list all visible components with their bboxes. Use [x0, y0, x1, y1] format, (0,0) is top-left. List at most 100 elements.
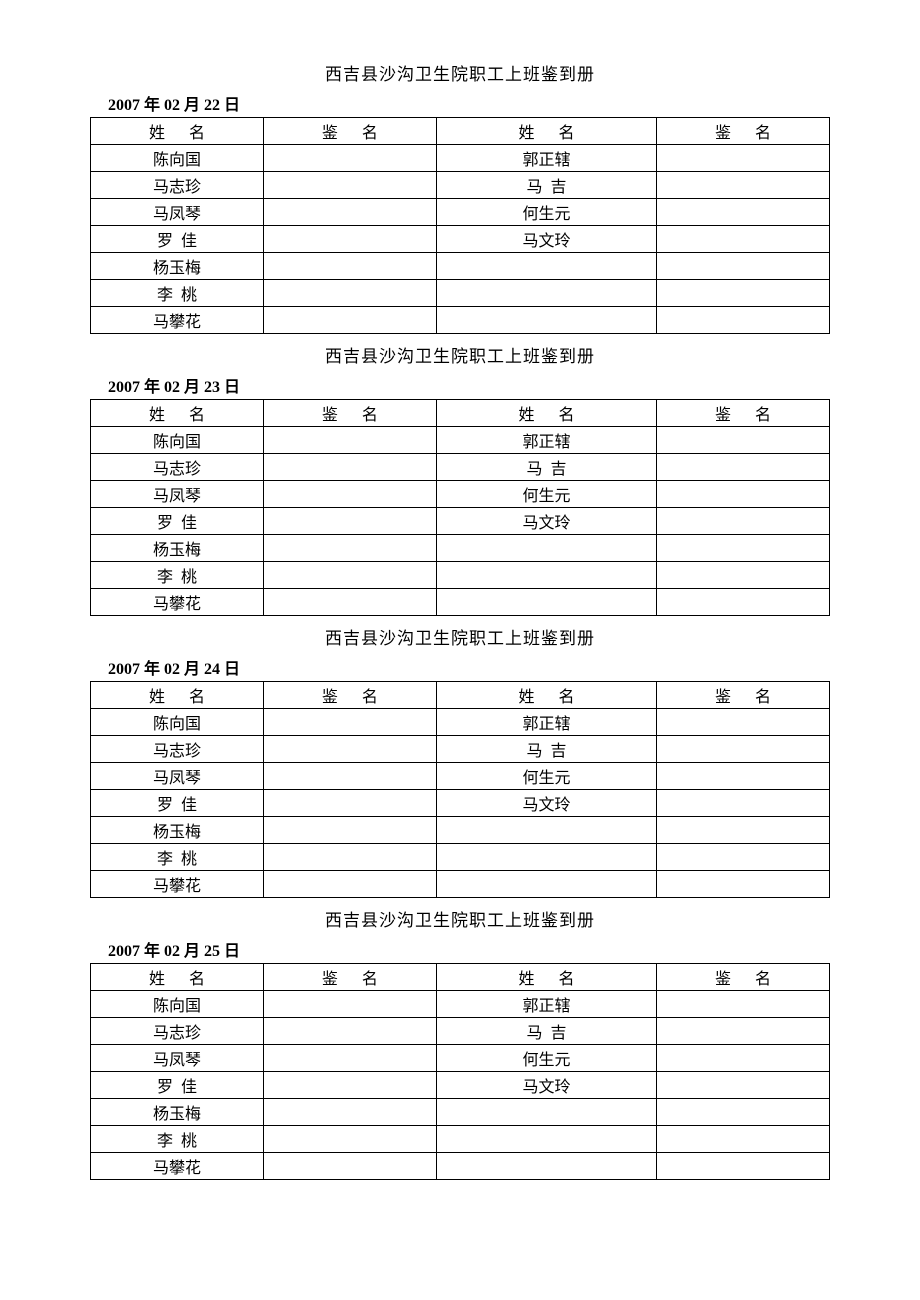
cell-name-right — [436, 280, 656, 307]
header-sign-left: 鉴 名 — [263, 964, 436, 991]
cell-name-right — [436, 1153, 656, 1180]
table-row: 马凤琴何生元 — [91, 1045, 830, 1072]
cell-name-left: 马志珍 — [91, 736, 264, 763]
cell-name-left: 陈向国 — [91, 991, 264, 1018]
table-header-row: 姓 名鉴 名姓 名鉴 名 — [91, 400, 830, 427]
header-sign-right: 鉴 名 — [657, 400, 830, 427]
cell-sign-right — [657, 709, 830, 736]
section-date: 2007 年 02 月 22 日 — [108, 91, 830, 115]
attendance-table: 姓 名鉴 名姓 名鉴 名陈向国郭正辖马志珍马 吉马凤琴何生元罗 佳马文玲杨玉梅李… — [90, 117, 830, 334]
cell-sign-right — [657, 991, 830, 1018]
cell-name-right: 马文玲 — [436, 1072, 656, 1099]
cell-sign-left — [263, 253, 436, 280]
cell-sign-left — [263, 844, 436, 871]
cell-name-left: 马攀花 — [91, 871, 264, 898]
cell-name-right — [436, 589, 656, 616]
cell-name-right: 马文玲 — [436, 226, 656, 253]
cell-name-right: 何生元 — [436, 481, 656, 508]
cell-name-right — [436, 844, 656, 871]
table-row: 李 桃 — [91, 844, 830, 871]
table-header-row: 姓 名鉴 名姓 名鉴 名 — [91, 118, 830, 145]
cell-sign-left — [263, 508, 436, 535]
cell-sign-left — [263, 790, 436, 817]
cell-sign-left — [263, 1099, 436, 1126]
cell-sign-right — [657, 763, 830, 790]
cell-sign-left — [263, 562, 436, 589]
table-row: 罗 佳 马文玲 — [91, 508, 830, 535]
header-sign-right: 鉴 名 — [657, 118, 830, 145]
cell-name-right — [436, 253, 656, 280]
header-name-left: 姓 名 — [91, 682, 264, 709]
cell-sign-left — [263, 709, 436, 736]
cell-name-right — [436, 817, 656, 844]
cell-sign-right — [657, 589, 830, 616]
cell-name-right — [436, 562, 656, 589]
table-row: 罗 佳 马文玲 — [91, 1072, 830, 1099]
header-name-left: 姓 名 — [91, 964, 264, 991]
header-name-right: 姓 名 — [436, 964, 656, 991]
cell-sign-left — [263, 763, 436, 790]
header-name-right: 姓 名 — [436, 118, 656, 145]
cell-sign-left — [263, 736, 436, 763]
cell-name-right — [436, 535, 656, 562]
cell-name-right — [436, 871, 656, 898]
cell-name-right: 郭正辖 — [436, 427, 656, 454]
cell-name-left: 马凤琴 — [91, 481, 264, 508]
cell-name-right — [436, 1099, 656, 1126]
cell-name-right: 郭正辖 — [436, 709, 656, 736]
table-row: 杨玉梅 — [91, 253, 830, 280]
header-sign-left: 鉴 名 — [263, 118, 436, 145]
cell-name-left: 马凤琴 — [91, 1045, 264, 1072]
table-row: 马志珍 马 吉 — [91, 1018, 830, 1045]
cell-name-left: 杨玉梅 — [91, 817, 264, 844]
cell-sign-right — [657, 844, 830, 871]
table-row: 陈向国郭正辖 — [91, 709, 830, 736]
cell-name-left: 马凤琴 — [91, 763, 264, 790]
cell-name-right: 何生元 — [436, 199, 656, 226]
cell-name-right — [436, 307, 656, 334]
cell-name-left: 李 桃 — [91, 280, 264, 307]
cell-sign-left — [263, 817, 436, 844]
cell-name-left: 李 桃 — [91, 844, 264, 871]
cell-sign-left — [263, 1072, 436, 1099]
attendance-section: 西吉县沙沟卫生院职工上班鉴到册2007 年 02 月 22 日姓 名鉴 名姓 名… — [90, 60, 830, 334]
cell-sign-right — [657, 1045, 830, 1072]
table-row: 李 桃 — [91, 1126, 830, 1153]
cell-name-left: 罗 佳 — [91, 508, 264, 535]
cell-sign-right — [657, 427, 830, 454]
cell-sign-right — [657, 1099, 830, 1126]
table-row: 马攀花 — [91, 307, 830, 334]
table-row: 杨玉梅 — [91, 1099, 830, 1126]
cell-name-right: 马文玲 — [436, 508, 656, 535]
cell-sign-left — [263, 1153, 436, 1180]
cell-name-right: 马 吉 — [436, 736, 656, 763]
section-title: 西吉县沙沟卫生院职工上班鉴到册 — [90, 60, 830, 85]
cell-name-right: 马 吉 — [436, 1018, 656, 1045]
cell-name-left: 罗 佳 — [91, 1072, 264, 1099]
cell-sign-right — [657, 253, 830, 280]
section-title: 西吉县沙沟卫生院职工上班鉴到册 — [90, 342, 830, 367]
header-name-left: 姓 名 — [91, 400, 264, 427]
header-sign-left: 鉴 名 — [263, 400, 436, 427]
cell-name-left: 马攀花 — [91, 1153, 264, 1180]
cell-name-right — [436, 1126, 656, 1153]
cell-sign-right — [657, 307, 830, 334]
cell-sign-right — [657, 454, 830, 481]
cell-sign-left — [263, 145, 436, 172]
table-row: 李 桃 — [91, 562, 830, 589]
cell-sign-right — [657, 145, 830, 172]
header-sign-right: 鉴 名 — [657, 964, 830, 991]
cell-sign-right — [657, 481, 830, 508]
cell-name-right: 郭正辖 — [436, 145, 656, 172]
cell-name-left: 马志珍 — [91, 1018, 264, 1045]
table-row: 马凤琴何生元 — [91, 199, 830, 226]
table-row: 罗 佳马文玲 — [91, 226, 830, 253]
cell-sign-left — [263, 871, 436, 898]
cell-name-left: 李 桃 — [91, 1126, 264, 1153]
header-name-left: 姓 名 — [91, 118, 264, 145]
cell-name-left: 罗 佳 — [91, 790, 264, 817]
cell-sign-left — [263, 280, 436, 307]
cell-sign-left — [263, 589, 436, 616]
cell-name-right: 马 吉 — [436, 172, 656, 199]
table-row: 李 桃 — [91, 280, 830, 307]
